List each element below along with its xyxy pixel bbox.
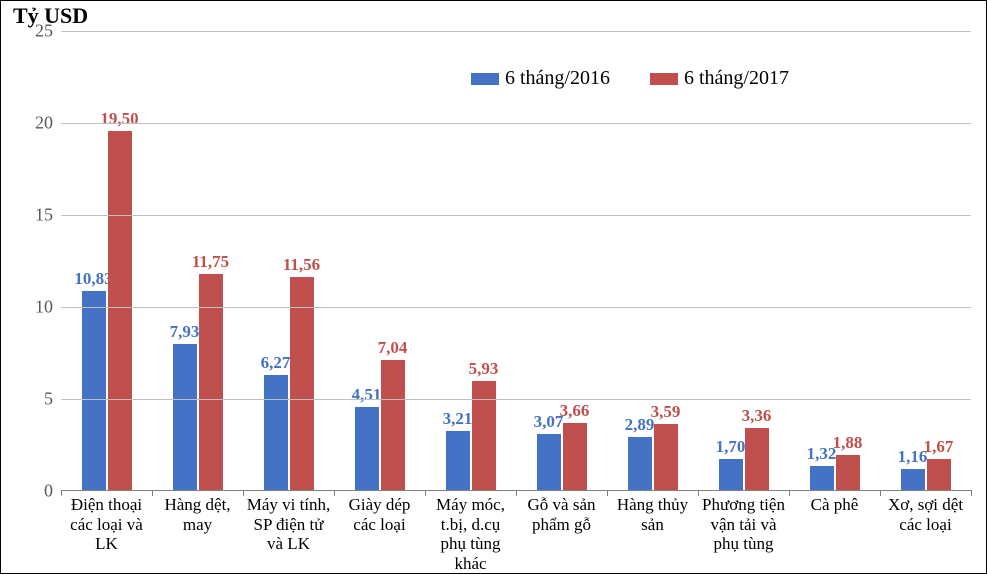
bar: 7,93 (173, 344, 197, 490)
bar: 7,04 (381, 360, 405, 490)
legend-swatch (471, 73, 499, 85)
bar: 11,56 (290, 277, 314, 490)
y-tick-label: 5 (44, 389, 53, 410)
plot-area: 10,8319,507,9311,756,2711,564,517,043,21… (61, 31, 971, 491)
bar-value-label: 3,21 (443, 409, 473, 429)
bar-value-label: 11,75 (192, 252, 229, 272)
bar-groups: 10,8319,507,9311,756,2711,564,517,043,21… (61, 31, 971, 490)
y-tick-label: 20 (35, 113, 53, 134)
bar: 1,16 (901, 469, 925, 490)
bar-value-label: 3,59 (651, 402, 681, 422)
bar-group: 2,893,59 (607, 31, 698, 490)
x-axis-label: Giày dép các loại (334, 495, 425, 573)
bar-group: 6,2711,56 (243, 31, 334, 490)
x-tick-mark (971, 490, 972, 496)
bar-group: 1,321,88 (789, 31, 880, 490)
bar: 3,07 (537, 434, 561, 490)
legend-label: 6 tháng/2016 (505, 67, 610, 90)
gridline (61, 31, 971, 32)
bar: 3,36 (745, 428, 769, 490)
bar-value-label: 1,67 (924, 437, 954, 457)
x-axis-labels: Điện thoại các loại và LKHàng dệt, mayMá… (61, 495, 971, 573)
bar-value-label: 1,70 (716, 437, 746, 457)
x-axis-label: Xơ, sợi dệt các loại (880, 495, 971, 573)
bar-group: 7,93 11,75 (152, 31, 243, 490)
bar-group: 1,703,36 (698, 31, 789, 490)
x-axis-label: Điện thoại các loại và LK (61, 495, 152, 573)
bar-group: 4,517,04 (334, 31, 425, 490)
bar-chart: Tỷ USD 10,8319,507,9311,756,2711,564,517… (0, 0, 987, 574)
x-axis-label: Cà phê (789, 495, 880, 573)
bar-group: 1,161,67 (880, 31, 971, 490)
x-axis-label: Hàng dệt, may (152, 495, 243, 573)
gridline (61, 307, 971, 308)
bar: 3,21 (446, 431, 470, 490)
bar: 19,50 (108, 131, 132, 490)
bar-group: 10,8319,50 (61, 31, 152, 490)
gridline (61, 215, 971, 216)
bar: 1,88 (836, 455, 860, 490)
bar: 6,27 (264, 375, 288, 490)
bar-value-label: 19,50 (100, 109, 138, 129)
bar-value-label: 11,56 (283, 255, 320, 275)
bar-value-label: 7,93 (170, 322, 200, 342)
bar-value-label: 5,93 (469, 359, 499, 379)
gridline (61, 123, 971, 124)
bar: 1,70 (719, 459, 743, 490)
bar: 5,93 (472, 381, 496, 490)
x-axis-label: Máy móc, t.bị, d.cụ phụ tùng khác (425, 495, 516, 573)
bar-value-label: 7,04 (378, 338, 408, 358)
legend-swatch (650, 73, 678, 85)
y-tick-label: 10 (35, 297, 53, 318)
legend-item: 6 tháng/2016 (471, 67, 610, 90)
bar-value-label: 3,36 (742, 406, 772, 426)
x-axis-label: Máy vi tính, SP điện tử và LK (243, 495, 334, 573)
bar: 1,32 (810, 466, 834, 490)
bar: 10,83 (82, 291, 106, 490)
bar-value-label: 4,51 (352, 385, 382, 405)
bar-value-label: 6,27 (261, 353, 291, 373)
gridline (61, 399, 971, 400)
bar-group: 3,215,93 (425, 31, 516, 490)
y-tick-label: 0 (44, 481, 53, 502)
legend: 6 tháng/2016 6 tháng/2017 (471, 67, 789, 90)
bar-value-label: 3,66 (560, 401, 590, 421)
x-axis-label: Phương tiện vận tải và phụ tùng (698, 495, 789, 573)
bar-group: 3,073,66 (516, 31, 607, 490)
legend-item: 6 tháng/2017 (650, 67, 789, 90)
bar-value-label: 1,88 (833, 433, 863, 453)
bar: 3,59 (654, 424, 678, 490)
bar: 4,51 (355, 407, 379, 490)
y-tick-label: 15 (35, 205, 53, 226)
x-axis-label: Hàng thủy sản (607, 495, 698, 573)
bar: 1,67 (927, 459, 951, 490)
bar: 2,89 (628, 437, 652, 490)
y-tick-label: 25 (35, 21, 53, 42)
legend-label: 6 tháng/2017 (684, 67, 789, 90)
x-axis-label: Gỗ và sản phẩm gỗ (516, 495, 607, 573)
bar: 3,66 (563, 423, 587, 490)
